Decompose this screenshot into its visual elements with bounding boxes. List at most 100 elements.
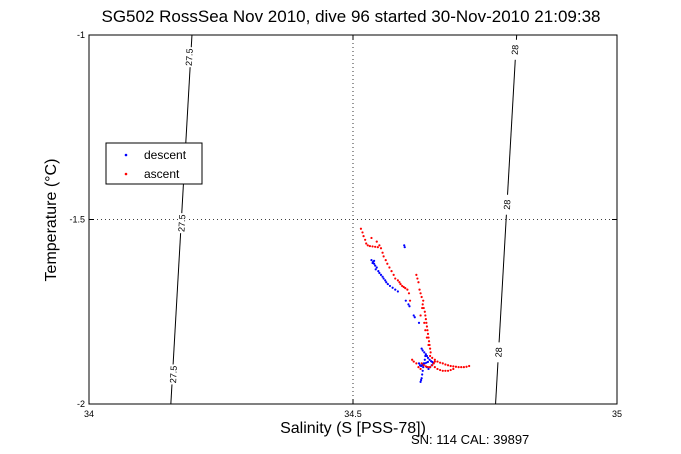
x-tick-label: 34.5 <box>344 409 362 419</box>
ascent-point <box>416 277 419 280</box>
legend-entry-descent: descent <box>144 148 187 162</box>
ascent-point <box>426 329 429 332</box>
contour-label-bg <box>177 212 187 234</box>
y-tick-label: -1.5 <box>69 215 85 225</box>
ascent-point <box>425 321 428 324</box>
descent-point <box>374 264 377 267</box>
descent-point <box>420 347 423 350</box>
ascent-point <box>421 303 424 306</box>
descent-point <box>417 321 421 324</box>
descent-point <box>391 286 394 289</box>
ascent-point <box>423 321 426 324</box>
descent-point <box>421 369 424 372</box>
ascent-point <box>428 366 432 369</box>
descent-point <box>426 360 430 364</box>
ascent-point <box>423 310 426 313</box>
contour-label-bg <box>184 46 194 68</box>
ascent-point <box>420 295 423 299</box>
ascent-point <box>427 343 430 347</box>
contour-label: 28 <box>510 44 521 55</box>
ascent-point <box>411 358 414 361</box>
ascent-point <box>436 360 439 363</box>
ascent-point <box>375 240 378 243</box>
descent-point <box>421 349 424 352</box>
series-ascent <box>359 227 471 372</box>
ascent-point <box>460 366 463 369</box>
ascent-point <box>418 288 421 291</box>
ascent-point <box>433 366 436 369</box>
footer-serial-calibration: SN: 114 CAL: 39897 <box>411 432 529 447</box>
ascent-point <box>398 281 401 284</box>
descent-point <box>386 282 389 286</box>
descent-point <box>370 258 373 262</box>
ascent-point <box>415 362 418 365</box>
ascent-point <box>422 364 425 367</box>
ascent-point <box>359 227 363 230</box>
descent-point <box>384 279 387 282</box>
contour-label: 28 <box>502 199 513 210</box>
ascent-point <box>449 364 452 368</box>
ascent-point <box>452 367 455 371</box>
contour-label-bg <box>494 342 504 363</box>
ascent-point <box>386 262 389 265</box>
ascent-point <box>425 336 429 339</box>
ascent-point <box>436 367 439 371</box>
descent-point <box>396 290 399 293</box>
ascent-point <box>454 365 458 368</box>
ascent-point <box>394 277 397 280</box>
ascent-point <box>468 364 471 368</box>
ascent-point <box>402 285 405 289</box>
ascent-point <box>376 246 379 249</box>
ascent-point <box>424 329 427 332</box>
ascent-point <box>422 299 425 302</box>
ascent-point <box>462 366 465 369</box>
ascent-point <box>428 347 432 350</box>
chart-title: SG502 RossSea Nov 2010, dive 96 started … <box>102 7 601 26</box>
x-tick-label: 35 <box>612 409 622 419</box>
descent-point <box>419 380 422 383</box>
ascent-point <box>390 270 393 273</box>
ascent-point <box>406 288 409 291</box>
ascent-point <box>439 361 442 364</box>
y-tick-label: -2 <box>77 399 85 409</box>
descent-point <box>381 275 384 278</box>
descent-point <box>374 268 377 271</box>
ascent-point <box>382 255 385 258</box>
ascent-point <box>425 325 429 328</box>
descent-point <box>420 377 423 380</box>
ascent-point <box>431 356 434 359</box>
descent-point <box>379 273 383 276</box>
ascent-point <box>396 279 399 282</box>
ascent-point <box>364 238 367 241</box>
ascent-point <box>432 362 435 365</box>
ascent-point <box>444 369 447 372</box>
descent-point <box>403 244 406 247</box>
descent-point <box>375 266 378 269</box>
ascent-point <box>441 362 444 365</box>
descent-point <box>425 354 429 358</box>
ascent-point <box>419 292 422 295</box>
legend-entry-ascent: ascent <box>144 167 180 181</box>
ascent-point <box>371 245 374 248</box>
descent-point <box>413 316 416 319</box>
ascent-point <box>426 366 430 369</box>
contour-label-bg <box>502 194 512 215</box>
y-tick-label: -1 <box>77 30 85 40</box>
ascent-point <box>368 244 371 248</box>
ascent-point <box>412 360 415 363</box>
descent-point <box>420 378 423 382</box>
ascent-point <box>392 273 395 276</box>
ascent-point <box>408 299 412 302</box>
ascent-point <box>378 244 381 247</box>
ascent-point <box>433 358 436 361</box>
ascent-point <box>407 292 411 295</box>
descent-point <box>394 288 397 291</box>
descent-point <box>403 246 406 249</box>
ascent-point <box>439 368 442 372</box>
ascent-point <box>457 366 460 369</box>
legend-marker-ascent <box>124 172 128 176</box>
ascent-point <box>444 363 447 366</box>
ascent-point <box>424 314 427 317</box>
ascent-point <box>426 332 430 335</box>
ascent-point <box>441 369 444 372</box>
